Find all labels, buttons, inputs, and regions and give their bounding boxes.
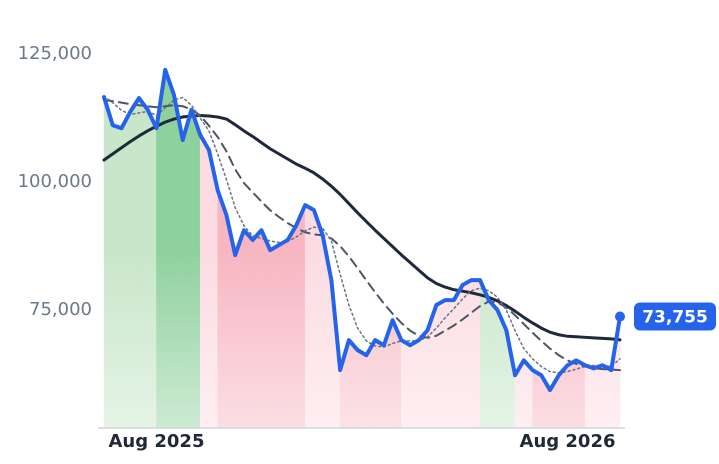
y-tick-label: 75,000 [29,299,92,320]
area-fade [100,250,625,428]
y-tick-label: 125,000 [18,43,92,64]
series-line [102,67,622,393]
value-label-box [634,302,716,331]
y-tick-label: 100,000 [18,171,92,192]
series-line [103,99,621,372]
line-layer [102,67,622,393]
x-tick-label: Aug 2025 [108,431,204,452]
last-point [615,311,625,322]
x-tick-label: Aug 2026 [520,431,616,452]
series-line [103,95,621,374]
value-label: 73,755 [642,308,708,328]
label-layer: 75,000 100,000 125,000 Aug 2025 Aug 2026 73,7… [18,43,716,452]
